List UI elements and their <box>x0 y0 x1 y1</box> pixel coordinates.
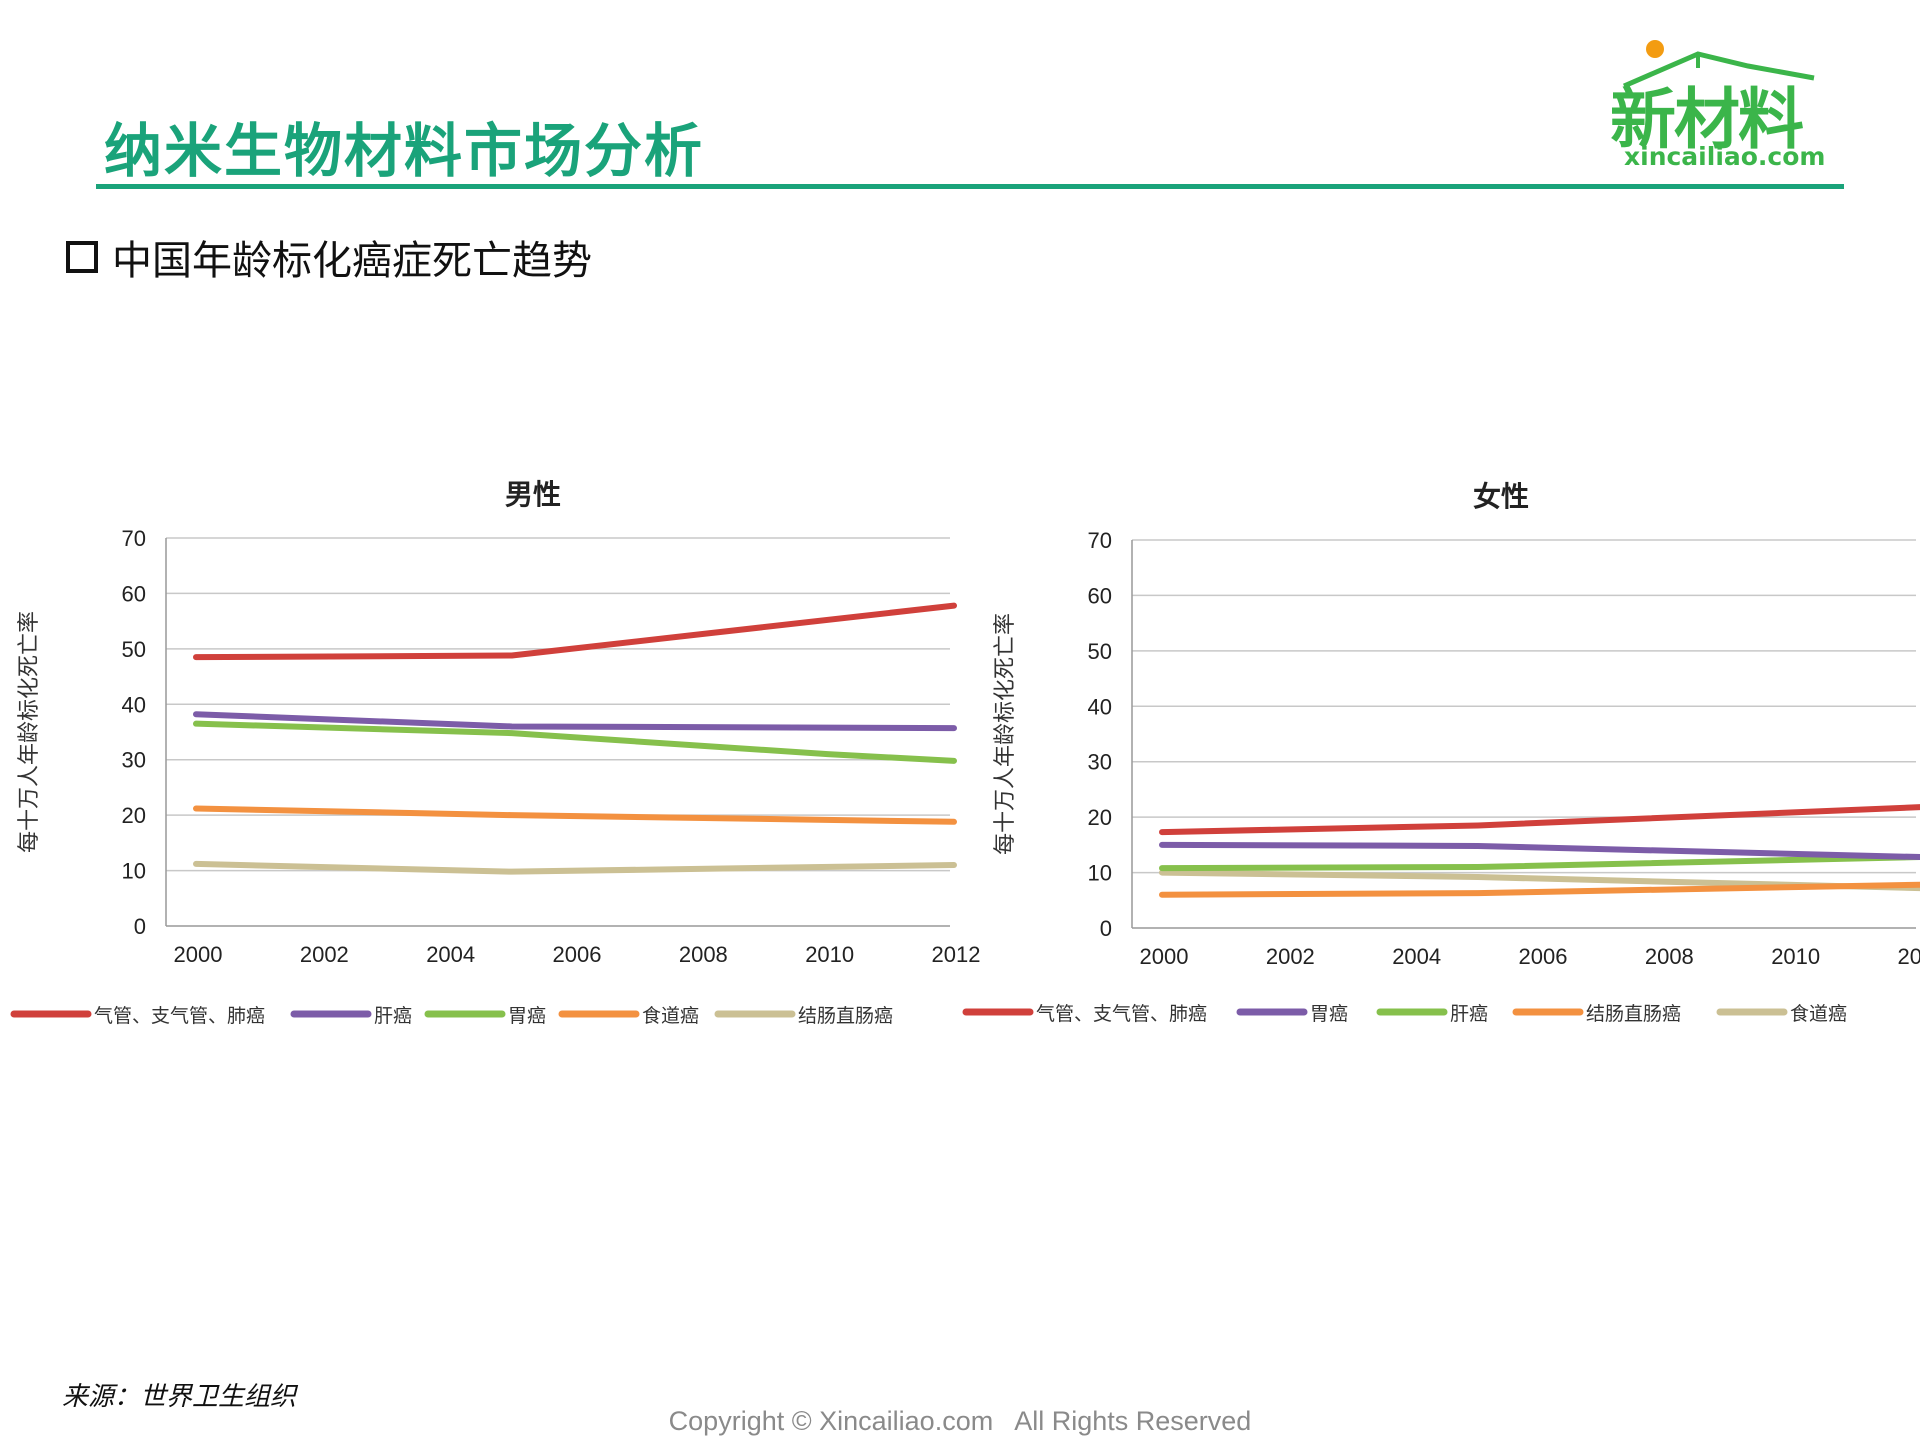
source-note: 来源：世界卫生组织 <box>62 1382 297 1412</box>
x-tick-label: 2010 <box>1771 944 1820 969</box>
series-line <box>193 805 957 825</box>
series-line <box>1159 881 1920 898</box>
y-tick-label: 50 <box>122 637 146 662</box>
legend-label: 结肠直肠癌 <box>1586 1003 1681 1025</box>
legend-label: 食道癌 <box>642 1005 699 1027</box>
y-axis-label: 每十万人年龄标化死亡率 <box>16 611 41 853</box>
x-tick-label: 2010 <box>805 942 854 967</box>
y-tick-label: 20 <box>122 803 146 828</box>
x-tick-label: 2004 <box>426 942 475 967</box>
x-tick-label: 2000 <box>1140 944 1189 969</box>
y-tick-label: 70 <box>122 526 146 551</box>
chart-title: 女性 <box>1473 480 1529 512</box>
x-tick-label: 2006 <box>553 942 602 967</box>
series-line <box>1159 854 1920 872</box>
logo-chinese-text: 新材料 <box>1610 81 1804 158</box>
legend-label: 气管、支气管、肺癌 <box>94 1005 265 1027</box>
title-divider <box>96 184 1844 189</box>
y-tick-label: 40 <box>122 692 146 717</box>
legend-label: 胃癌 <box>1310 1003 1348 1025</box>
series-line <box>193 602 957 661</box>
x-tick-label: 2012 <box>1898 944 1920 969</box>
brand-logo[interactable]: 新材料 xincailiao.com <box>1600 36 1850 176</box>
section-heading: 中国年龄标化癌症死亡趋势 <box>66 228 592 286</box>
logo-dot-icon <box>1646 40 1664 58</box>
chart-title: 男性 <box>505 479 561 510</box>
x-tick-label: 2008 <box>1645 944 1694 969</box>
y-tick-label: 60 <box>1088 583 1112 608</box>
y-tick-label: 10 <box>1088 861 1112 886</box>
legend-label: 食道癌 <box>1790 1003 1847 1025</box>
x-tick-label: 2000 <box>174 942 223 967</box>
y-tick-label: 60 <box>122 581 146 606</box>
y-tick-label: 20 <box>1088 805 1112 830</box>
y-tick-label: 0 <box>134 914 146 939</box>
series-line <box>1159 869 1920 892</box>
series-line <box>193 860 957 875</box>
x-tick-label: 2012 <box>932 942 981 967</box>
logo-domain-text: xincailiao.com <box>1624 142 1826 171</box>
y-tick-label: 70 <box>1088 528 1112 553</box>
section-heading-text: 中国年龄标化癌症死亡趋势 <box>112 238 592 284</box>
series-line <box>1159 804 1920 836</box>
y-tick-label: 50 <box>1088 639 1112 664</box>
x-tick-label: 2004 <box>1392 944 1441 969</box>
y-tick-label: 30 <box>122 748 146 773</box>
legend-label: 肝癌 <box>374 1005 412 1027</box>
y-tick-label: 10 <box>122 859 146 884</box>
legend-label: 胃癌 <box>508 1005 546 1027</box>
x-tick-label: 2002 <box>1266 944 1315 969</box>
house-roof-icon <box>1623 51 1815 88</box>
series-line <box>1159 841 1920 861</box>
page-title: 纳米生物材料市场分析 <box>104 117 705 185</box>
square-bullet-icon <box>66 241 98 273</box>
x-tick-label: 2006 <box>1519 944 1568 969</box>
y-tick-label: 30 <box>1088 750 1112 775</box>
y-axis-label: 每十万人年龄标化死亡率 <box>992 613 1017 855</box>
legend-label: 结肠直肠癌 <box>798 1005 893 1027</box>
x-tick-label: 2008 <box>679 942 728 967</box>
y-tick-label: 0 <box>1100 916 1112 941</box>
x-tick-label: 2002 <box>300 942 349 967</box>
series-line <box>193 720 957 764</box>
copyright-text: Copyright © Xincailiao.com All Rights Re… <box>668 1406 1252 1436</box>
legend-label: 肝癌 <box>1450 1003 1488 1025</box>
series-line <box>193 711 957 732</box>
y-tick-label: 40 <box>1088 694 1112 719</box>
legend-label: 气管、支气管、肺癌 <box>1036 1003 1207 1025</box>
